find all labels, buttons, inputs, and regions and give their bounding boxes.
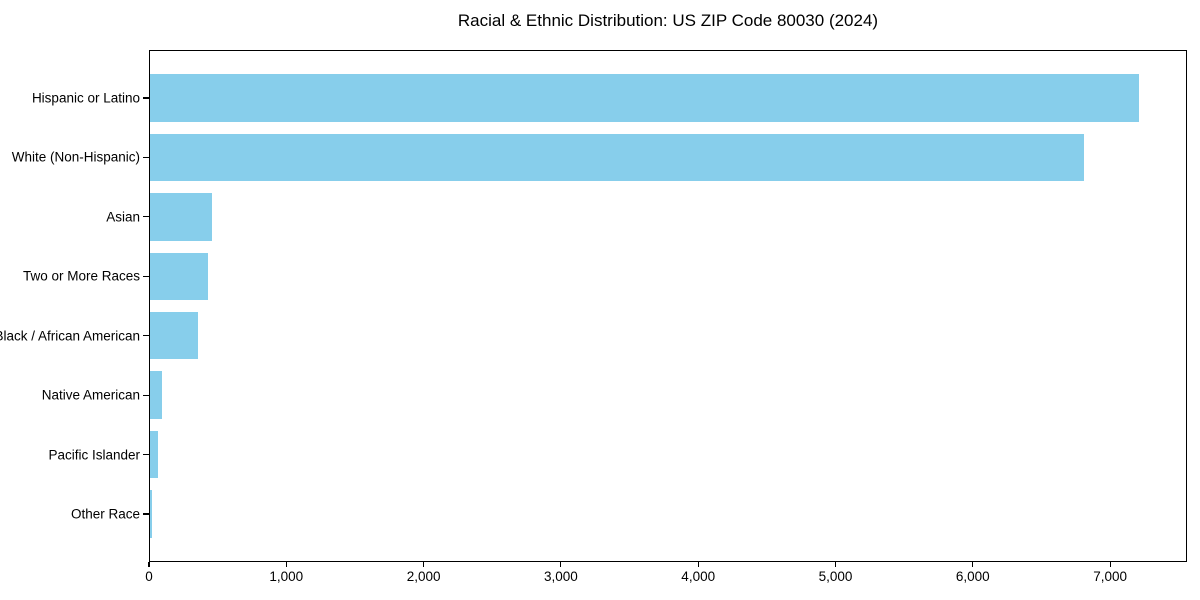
y-tick-label: White (Non-Hispanic): [11, 149, 140, 165]
y-tick-label: Other Race: [70, 506, 140, 522]
y-tick-mark: [143, 216, 149, 218]
bar-pacific-islander: [150, 430, 158, 479]
plot-area: [149, 50, 1187, 562]
bar-hispanic-or-latino: [150, 74, 1139, 122]
y-tick-label: Asian: [106, 209, 140, 225]
y-tick-mark: [143, 97, 149, 99]
y-tick-mark: [143, 394, 149, 396]
y-tick-mark: [143, 275, 149, 277]
y-tick-mark: [143, 156, 149, 159]
x-tick-mark: [834, 562, 837, 567]
x-tick-mark: [1109, 562, 1111, 567]
x-tick-mark: [972, 562, 974, 567]
x-tick-label: 6,000: [955, 569, 990, 584]
chart-title: Racial & Ethnic Distribution: US ZIP Cod…: [457, 11, 879, 30]
x-tick-mark: [285, 562, 287, 567]
bar-black-african-american: [150, 311, 199, 360]
x-tick-label: 3,000: [543, 569, 578, 584]
bar-white-non-hispanic: [150, 133, 1084, 182]
x-tick-label: 2,000: [406, 569, 441, 584]
x-tick-label: 0: [145, 569, 153, 584]
x-tick-mark: [148, 562, 150, 567]
x-tick-mark: [560, 562, 562, 567]
y-tick-label: Pacific Islander: [48, 447, 140, 463]
x-tick-label: 7,000: [1093, 569, 1128, 584]
y-tick-label: Two or More Races: [22, 268, 140, 284]
bar-asian: [150, 193, 213, 241]
x-tick-mark: [423, 562, 425, 567]
x-tick-label: 4,000: [681, 569, 716, 584]
y-tick-mark: [143, 335, 149, 337]
y-tick-label: Black / African American: [0, 328, 140, 344]
bar-other-race: [150, 490, 153, 538]
x-tick-label: 1,000: [269, 569, 304, 584]
y-tick-label: Native American: [41, 387, 140, 403]
bar-two-or-more-races: [150, 252, 209, 301]
x-tick-mark: [697, 562, 699, 567]
y-tick-mark: [143, 513, 149, 515]
y-tick-mark: [143, 453, 149, 456]
x-tick-label: 5,000: [818, 569, 853, 584]
y-tick-label: Hispanic or Latino: [31, 90, 140, 106]
bar-native-american: [150, 371, 163, 419]
